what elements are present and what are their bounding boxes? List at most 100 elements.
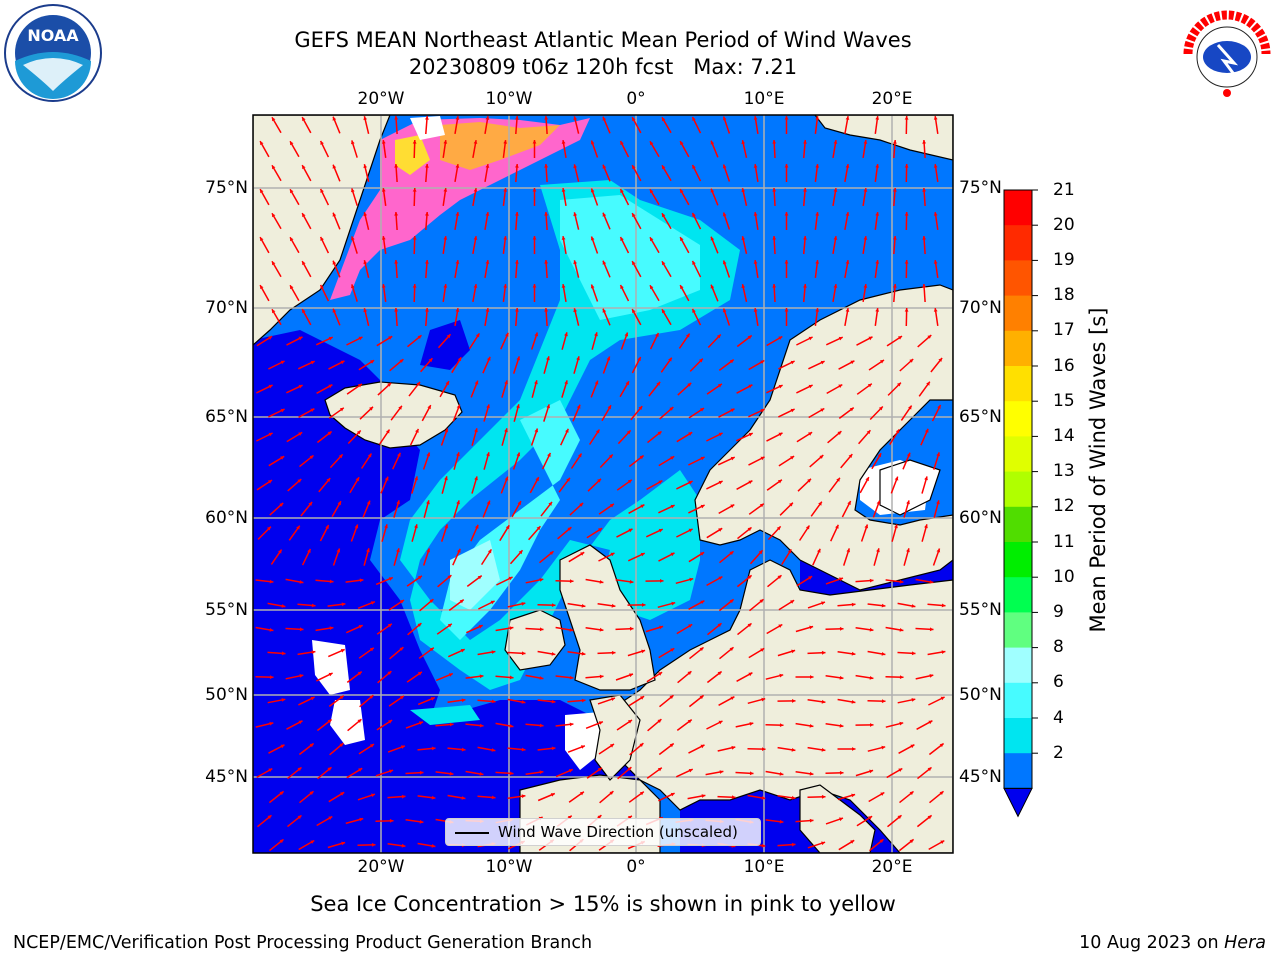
wind-wave-arrowhead <box>443 140 448 144</box>
wind-wave-arrowhead <box>641 649 646 654</box>
wind-wave-arrowhead <box>561 236 566 240</box>
wind-wave-arrowhead <box>790 600 795 604</box>
wind-wave-arrowhead <box>503 236 508 240</box>
wind-wave-arrowhead <box>521 794 526 799</box>
wind-wave-arrowhead <box>837 431 842 435</box>
wind-wave-arrowhead <box>272 309 276 314</box>
wind-wave-arrowhead <box>772 140 777 144</box>
colorbar-segment <box>1004 753 1032 789</box>
lat-tick-left: 45°N <box>205 767 248 787</box>
wind-wave-arrowhead <box>927 767 932 772</box>
wind-wave-arrowhead <box>594 380 599 385</box>
wind-wave-arrowhead <box>894 524 898 529</box>
wind-wave-arrowhead <box>669 695 674 699</box>
wind-wave-arrowhead <box>741 188 746 193</box>
wind-wave-arrowhead <box>632 165 636 170</box>
map-subtitle: 20230809 t06z 120h fcst Max: 7.21 <box>408 55 798 79</box>
wind-wave-arrowhead <box>412 188 417 192</box>
wind-wave-arrowhead <box>479 674 484 679</box>
wind-wave-arrowhead <box>772 284 777 288</box>
wind-wave-arrowhead <box>597 478 601 483</box>
wind-wave-arrowhead <box>810 675 814 679</box>
wind-wave-arrowhead <box>363 260 368 265</box>
wind-wave-arrowhead <box>521 602 526 606</box>
wind-wave-arrowhead <box>260 237 264 242</box>
wind-wave-arrowhead <box>536 526 541 531</box>
wind-wave-arrowhead <box>940 840 945 844</box>
lat-tick-left: 60°N <box>205 508 248 528</box>
wind-wave-arrowhead <box>789 502 793 507</box>
wind-wave-arrowhead <box>929 674 934 678</box>
wind-wave-arrowhead <box>387 671 392 675</box>
wind-wave-arrowhead <box>611 697 615 701</box>
wind-wave-arrowhead <box>933 212 938 216</box>
colorbar-segment <box>1004 718 1032 754</box>
wind-wave-arrowhead <box>688 769 693 773</box>
wind-wave-arrowhead <box>504 476 509 481</box>
wind-wave-arrowhead <box>821 794 826 799</box>
footer-credit: NCEP/EMC/Verification Post Processing Pr… <box>13 933 593 953</box>
wind-wave-arrowhead <box>731 745 736 750</box>
wind-wave-arrowhead <box>719 770 724 774</box>
lat-tick-right: 55°N <box>959 600 1002 620</box>
wind-wave-arrowhead <box>429 599 434 603</box>
wind-wave-arrowhead <box>456 452 460 457</box>
wind-wave-arrowhead <box>425 116 429 120</box>
wind-wave-arrowhead <box>639 455 644 460</box>
lon-tick-bottom: 10°W <box>485 857 533 877</box>
wind-wave-arrowhead <box>431 795 436 800</box>
wind-wave-arrowhead <box>369 695 374 699</box>
wind-wave-arrowhead <box>535 477 539 482</box>
wind-wave-arrowhead <box>398 405 402 410</box>
wind-wave-arrowhead <box>341 602 346 607</box>
wind-wave-arrowhead <box>893 236 897 240</box>
wind-wave-arrowhead <box>875 308 880 312</box>
wind-wave-arrowhead <box>620 189 624 193</box>
wind-wave-arrowhead <box>602 212 607 217</box>
wind-wave-arrowhead <box>412 236 417 240</box>
wind-wave-arrowhead <box>579 502 584 507</box>
wind-wave-arrowhead <box>650 285 654 290</box>
wind-wave-arrowhead <box>779 772 784 776</box>
wind-wave-arrowhead <box>710 188 715 193</box>
wind-wave-arrowhead <box>662 117 666 122</box>
wind-wave-arrowhead <box>839 723 844 728</box>
wind-wave-arrowhead <box>658 480 663 484</box>
wind-wave-arrowhead <box>878 406 883 411</box>
wind-wave-arrowhead <box>457 548 461 553</box>
wind-wave-arrowhead <box>327 431 332 436</box>
wind-wave-arrowhead <box>700 456 705 461</box>
lat-tick-right: 70°N <box>959 298 1002 318</box>
wind-wave-arrowhead <box>515 212 519 216</box>
footer-host: Hera <box>1224 933 1266 953</box>
wind-wave-arrowhead <box>328 816 333 820</box>
wind-wave-arrowhead <box>369 647 374 652</box>
wind-wave-arrowhead <box>516 404 520 409</box>
wind-wave-arrowhead <box>359 817 364 822</box>
wind-wave-arrowhead <box>904 164 909 168</box>
wind-wave-arrowhead <box>845 212 850 216</box>
wind-wave-arrowhead <box>642 603 646 607</box>
wind-wave-arrowhead <box>741 140 746 145</box>
wind-wave-arrowhead <box>479 772 484 776</box>
wind-wave-arrowhead <box>269 721 274 726</box>
wind-wave-arrowhead <box>381 188 386 192</box>
wind-wave-arrowhead <box>687 382 692 387</box>
wind-wave-arrowhead <box>573 116 578 121</box>
wind-wave-arrowhead <box>272 165 276 170</box>
wind-wave-arrowhead <box>906 548 910 553</box>
wind-wave-arrowhead <box>722 164 727 169</box>
wind-wave-arrowhead <box>336 548 341 553</box>
wind-wave-arrowhead <box>791 795 796 800</box>
wind-wave-arrowhead <box>815 212 820 216</box>
wind-wave-arrowhead <box>281 651 286 656</box>
wind-wave-arrowhead <box>544 212 549 216</box>
wind-wave-arrowhead <box>777 575 782 579</box>
wind-wave-arrowhead <box>833 188 838 192</box>
wind-wave-arrowhead <box>845 164 850 168</box>
wind-wave-arrowhead <box>456 500 460 505</box>
wind-wave-arrowhead <box>339 743 344 747</box>
wind-wave-arrowhead <box>632 117 636 122</box>
wind-wave-arrowhead <box>394 116 399 120</box>
